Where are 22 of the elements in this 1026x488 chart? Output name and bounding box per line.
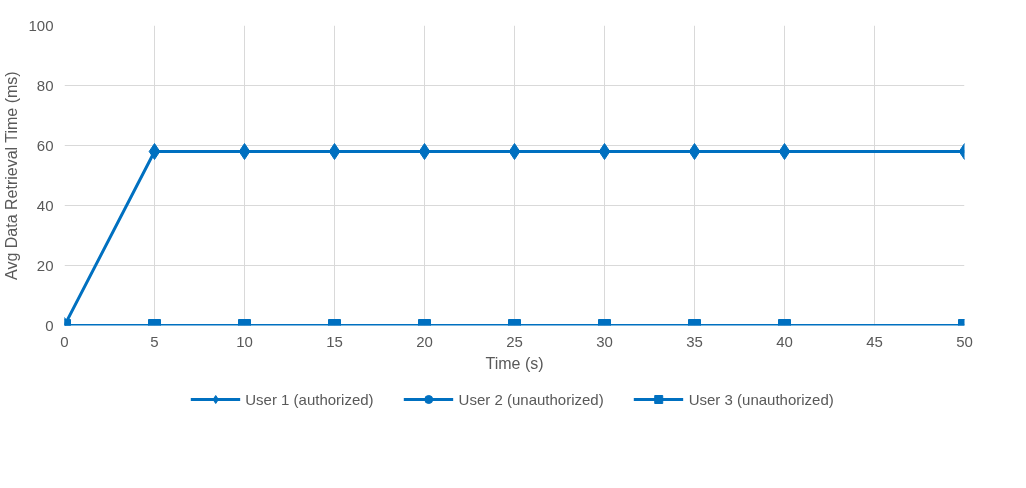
x-tick-label: 15 xyxy=(326,332,343,350)
x-tick-label: 35 xyxy=(686,332,703,350)
y-tick-label: 60 xyxy=(36,136,54,154)
y-tick-label: 0 xyxy=(45,316,54,334)
legend-label: User 2 (unauthorized) xyxy=(458,390,604,408)
x-tick-label: 5 xyxy=(150,332,159,350)
y-tick-label: 80 xyxy=(36,76,54,94)
x-tick-label: 50 xyxy=(956,332,973,350)
x-tick-label: 10 xyxy=(236,332,253,350)
x-tick-label: 40 xyxy=(776,332,793,350)
x-tick-label: 45 xyxy=(866,332,883,350)
y-axis-title: Avg Data Retrieval Time (ms) xyxy=(3,71,21,280)
legend-label: User 3 (unauthorized) xyxy=(688,390,834,408)
x-axis-title: Time (s) xyxy=(485,354,544,372)
y-tick-label: 20 xyxy=(36,256,54,274)
x-tick-label: 25 xyxy=(506,332,523,350)
legend-label: User 1 (authorized) xyxy=(245,390,374,408)
y-tick-label: 100 xyxy=(28,16,54,34)
y-tick-label: 40 xyxy=(36,196,54,214)
x-tick-label: 0 xyxy=(60,332,69,350)
x-tick-label: 30 xyxy=(596,332,613,350)
x-tick-label: 20 xyxy=(416,332,433,350)
